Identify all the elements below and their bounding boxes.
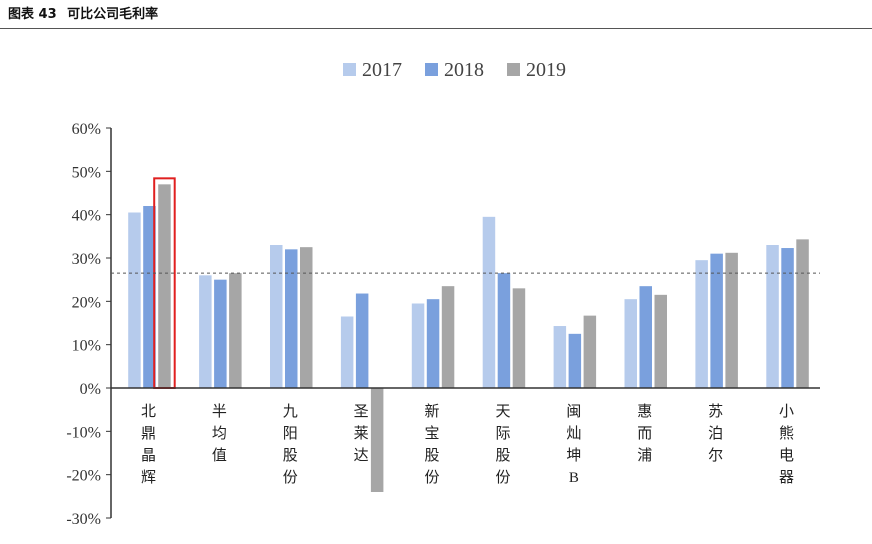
- y-tick-label: -30%: [66, 511, 101, 528]
- y-tick-label: 50%: [72, 164, 101, 181]
- bar-2019: [654, 294, 667, 388]
- category-label-char: 宝: [425, 425, 440, 442]
- category-label-char: B: [569, 470, 579, 486]
- bar-2017: [340, 316, 354, 388]
- category-label-char: 苏: [708, 403, 723, 420]
- category-label-char: 惠: [637, 403, 652, 420]
- bar-2018: [426, 299, 440, 388]
- bar-2019: [229, 273, 242, 388]
- category-label-char: 晶: [141, 448, 156, 464]
- category-label-char: 坤: [566, 447, 581, 464]
- category-label-char: 北: [141, 403, 156, 420]
- y-tick-label: 0%: [80, 381, 101, 398]
- category-label-char: 达: [354, 447, 369, 464]
- bar-2017: [695, 260, 708, 388]
- category-label-char: 而: [637, 426, 652, 442]
- y-tick-label: 10%: [72, 338, 101, 355]
- bar-2017: [482, 216, 496, 388]
- category-label-char: 值: [212, 447, 227, 464]
- bar-2017: [199, 275, 212, 388]
- bar-2018: [214, 279, 227, 388]
- legend-label-2017: 2017: [362, 59, 402, 81]
- y-tick-label: 40%: [72, 208, 101, 225]
- bar-2018: [639, 286, 652, 388]
- bar-2017: [128, 212, 141, 388]
- figure-title-text: 可比公司毛利率: [67, 7, 159, 22]
- legend-swatch-2019: [507, 63, 520, 76]
- category-label-char: 小: [779, 403, 794, 420]
- y-tick-label: 60%: [72, 121, 101, 138]
- y-tick-label: -20%: [66, 468, 101, 485]
- category-label-char: 份: [425, 469, 440, 486]
- category-label-char: 辉: [141, 469, 156, 486]
- bar-2019: [370, 388, 384, 492]
- legend-label-2018: 2018: [444, 59, 484, 81]
- category-label-char: 际: [495, 425, 510, 442]
- bar-2018: [710, 253, 723, 388]
- category-label-char: 份: [495, 469, 510, 486]
- bar-2019: [796, 239, 809, 388]
- category-label-char: 新: [425, 403, 440, 420]
- category-label-char: 尔: [708, 447, 723, 464]
- bar-2018: [143, 206, 156, 388]
- figure-title: 图表 43 可比公司毛利率: [8, 4, 158, 26]
- category-label-char: 电: [779, 447, 794, 464]
- bar-2019: [300, 247, 313, 388]
- legend-swatch-2017: [343, 63, 356, 76]
- bar-2018: [355, 293, 369, 388]
- bar-2019: [512, 288, 526, 388]
- category-label-char: 熊: [779, 425, 794, 442]
- legend-label-2019: 2019: [526, 59, 566, 81]
- bar-2017: [270, 245, 283, 388]
- category-label-char: 莱: [354, 425, 369, 442]
- category-label-char: 泊: [708, 425, 723, 442]
- bar-2017: [624, 299, 637, 388]
- legend-swatch-2018: [425, 63, 438, 76]
- bar-2019: [158, 184, 171, 388]
- category-label-char: 闽: [566, 403, 581, 420]
- category-label-char: 股: [425, 447, 440, 464]
- bar-2018: [781, 248, 794, 388]
- category-label-char: 半: [212, 403, 227, 420]
- category-label-char: 灿: [566, 425, 581, 442]
- category-label-char: 鼎: [141, 425, 156, 442]
- category-label-char: 浦: [637, 447, 652, 464]
- header-divider: [0, 28, 872, 29]
- bar-2019: [725, 252, 738, 388]
- category-label-char: 股: [283, 447, 298, 464]
- y-tick-label: -10%: [66, 424, 101, 441]
- category-label-char: 圣: [354, 403, 369, 420]
- figure-label: 图表 43: [8, 7, 57, 22]
- category-label-char: 天: [495, 404, 510, 420]
- bar-2019: [441, 286, 455, 388]
- category-label-char: 器: [779, 470, 794, 486]
- y-tick-label: 20%: [72, 294, 101, 311]
- y-tick-label: 30%: [72, 251, 101, 268]
- bar-2017: [553, 326, 567, 388]
- category-label-char: 阳: [283, 425, 298, 442]
- bar-2017: [411, 303, 425, 388]
- bar-2018: [497, 273, 511, 388]
- category-label-char: 均: [212, 425, 227, 442]
- bar-2017: [766, 245, 779, 388]
- bar-2019: [583, 315, 597, 388]
- bar-2018: [285, 249, 298, 388]
- bar-2018: [568, 333, 582, 388]
- category-label-char: 份: [283, 469, 298, 486]
- category-label-char: 股: [495, 447, 510, 464]
- category-label-char: 九: [283, 403, 298, 420]
